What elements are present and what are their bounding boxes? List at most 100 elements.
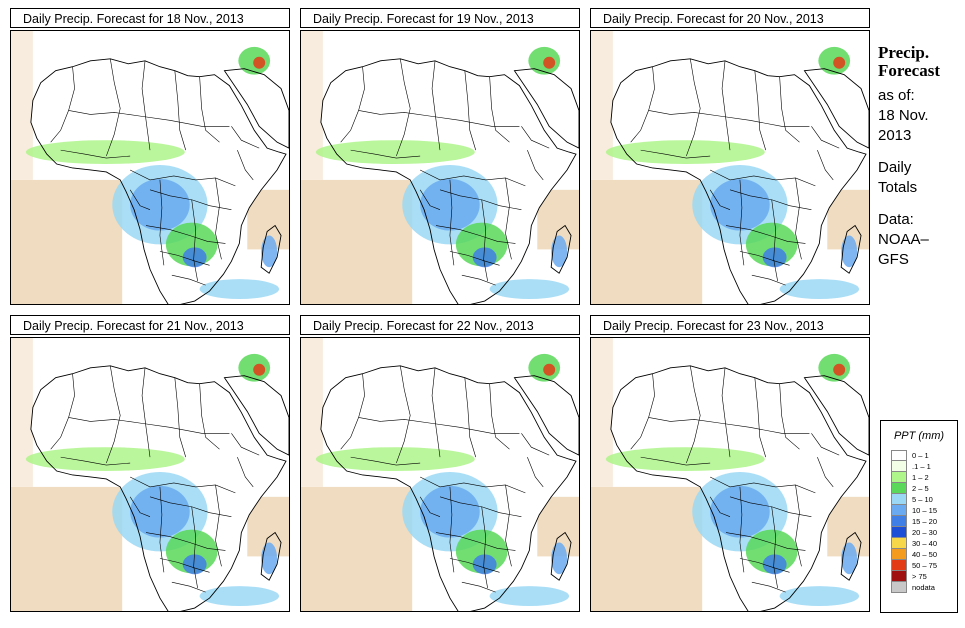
country-border — [449, 558, 500, 573]
country-border — [464, 70, 477, 151]
legend-swatch — [891, 582, 907, 593]
dry-ocean-area — [591, 179, 703, 304]
country-border — [481, 199, 488, 282]
country-border — [710, 169, 816, 187]
country-border — [709, 189, 731, 210]
asof-date-1: 18 Nov. — [878, 107, 929, 124]
rainfall-area — [833, 363, 846, 376]
country-border — [640, 456, 711, 466]
country-border — [489, 76, 510, 143]
country-border — [199, 383, 220, 450]
totals-2: Totals — [878, 179, 918, 196]
country-border — [527, 150, 544, 181]
legend-row: 10 – 15 — [891, 505, 957, 516]
panel-title: Daily Precip. Forecast for 21 Nov., 2013 — [10, 315, 290, 335]
country-border — [729, 496, 812, 517]
legend-row: 15 – 20 — [891, 516, 957, 527]
dry-ocean-area — [301, 31, 323, 180]
country-border — [435, 532, 516, 551]
panel-title: Daily Precip. Forecast for 20 Nov., 2013 — [590, 8, 870, 28]
rainfall-area — [551, 542, 568, 575]
rainfall-area — [472, 247, 497, 268]
rainfall-area — [182, 554, 207, 575]
coastline-africa — [610, 58, 867, 304]
precip-map — [10, 337, 290, 612]
rainfall-area — [25, 447, 185, 472]
precip-map — [590, 30, 870, 305]
legend-label: 50 – 75 — [912, 561, 938, 570]
country-border — [527, 457, 544, 488]
country-border — [237, 457, 254, 488]
country-border — [231, 433, 260, 456]
country-border — [795, 177, 802, 260]
country-border — [505, 177, 512, 260]
legend-swatch — [891, 538, 907, 549]
rainfall-area — [551, 235, 568, 268]
country-border — [817, 150, 834, 181]
rainfall-area — [779, 586, 860, 607]
legend-row: 1 – 2 — [891, 472, 957, 483]
rainfall-area — [833, 56, 846, 69]
africa-map — [301, 31, 579, 304]
country-border — [686, 365, 701, 464]
rainfall-area — [489, 586, 570, 607]
africa-map — [591, 338, 869, 611]
coastline-arabia — [223, 68, 289, 149]
country-border — [159, 179, 165, 266]
coastline-madagascar — [260, 224, 282, 274]
coastline-africa — [30, 365, 287, 611]
country-border — [739, 558, 790, 573]
dry-ocean-area — [591, 486, 703, 611]
legend-row: .1 – 1 — [891, 461, 957, 472]
panel-title: Daily Precip. Forecast for 23 Nov., 2013 — [590, 315, 870, 335]
forecast-panel-nov21: Daily Precip. Forecast for 21 Nov., 2013 — [10, 315, 290, 612]
africa-map — [11, 31, 289, 304]
country-border — [215, 177, 222, 260]
legend-row: 20 – 30 — [891, 527, 957, 538]
country-border — [231, 126, 260, 149]
dry-ocean-area — [11, 179, 123, 304]
rainfall-area — [315, 447, 475, 472]
legend-swatch — [891, 461, 907, 472]
precip-map — [300, 337, 580, 612]
legend-row: 0 – 1 — [891, 450, 957, 461]
country-border — [648, 110, 810, 127]
country-border — [795, 484, 802, 567]
country-border — [174, 70, 187, 151]
rainfall-area — [762, 247, 787, 268]
country-border — [710, 476, 816, 494]
country-border — [721, 60, 731, 151]
country-border — [481, 506, 488, 589]
legend-swatch — [891, 450, 907, 461]
country-border — [449, 179, 455, 266]
legend-label: > 75 — [912, 572, 927, 581]
country-border — [106, 58, 121, 157]
country-border — [640, 149, 711, 159]
country-border — [435, 225, 516, 244]
rainfall-area — [420, 485, 480, 538]
rainfall-area — [182, 247, 207, 268]
country-border — [419, 496, 441, 517]
precip-map — [590, 337, 870, 612]
coastline-arabia — [803, 68, 869, 149]
rainfall-area — [315, 140, 475, 165]
precip-map — [300, 30, 580, 305]
country-border — [350, 456, 421, 466]
rainfall-area — [199, 279, 280, 300]
legend-label: 15 – 20 — [912, 517, 938, 526]
country-border — [771, 199, 778, 282]
rainfall-area — [605, 447, 765, 472]
country-border — [461, 274, 496, 286]
country-border — [171, 581, 206, 593]
coastline-madagascar — [840, 224, 862, 274]
country-border — [779, 76, 800, 143]
dry-ocean-area — [591, 338, 613, 487]
legend-swatch — [891, 549, 907, 560]
legend-swatch — [891, 571, 907, 582]
rainfall-area — [710, 485, 770, 538]
country-border — [191, 506, 198, 589]
country-border — [141, 60, 151, 151]
precip-map — [10, 30, 290, 305]
legend-row: 30 – 40 — [891, 538, 957, 549]
country-border — [68, 110, 230, 127]
